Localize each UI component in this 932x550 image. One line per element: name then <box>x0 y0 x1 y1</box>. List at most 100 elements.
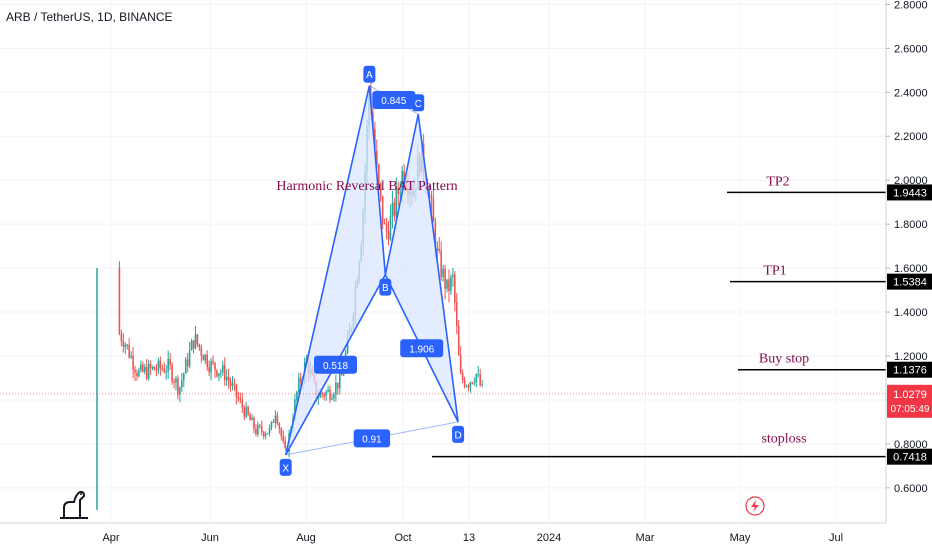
candle-body <box>475 374 478 383</box>
price-tick-label: 1.4000 <box>894 307 928 319</box>
candle-body <box>190 340 193 351</box>
candle-body <box>389 215 392 240</box>
pattern-point-label: B <box>382 283 389 294</box>
level-name: stoploss <box>761 432 806 447</box>
grid-lines <box>0 0 886 523</box>
candle-body <box>284 441 286 448</box>
candle-body <box>299 377 302 382</box>
candle-body <box>255 428 257 435</box>
pattern-point-label: C <box>415 99 422 110</box>
candle-body <box>432 199 435 223</box>
price-tick-label: 2.8000 <box>894 0 928 11</box>
time-tick-label: Aug <box>296 532 316 544</box>
current-price-label: 1.0279 <box>893 389 927 401</box>
candle-body <box>202 355 205 361</box>
candle-body <box>399 192 402 194</box>
price-tick-label: 2.2000 <box>894 131 928 143</box>
candle-body <box>387 231 390 240</box>
pattern-point-label: X <box>282 463 289 474</box>
level-price-tag <box>887 184 932 201</box>
price-labels: 1.9443 1.5384 1.1376 0.7418 1.0279 07:05:49 <box>887 184 932 465</box>
candle-body <box>184 359 187 374</box>
candle-body <box>257 425 259 435</box>
ratio-label: 0.845 <box>381 96 406 107</box>
candle-body <box>145 367 148 379</box>
candle-body <box>245 406 247 417</box>
candle-body <box>325 391 327 397</box>
candle-body <box>227 377 230 382</box>
price-tick-label: 0.6000 <box>894 483 928 495</box>
level-price-tag <box>887 273 932 290</box>
candle-body <box>469 382 472 388</box>
candle-body <box>329 389 331 400</box>
candle-body <box>467 385 470 388</box>
candle-body <box>192 340 195 349</box>
price-axis[interactable]: 0.60000.80001.00001.20001.40001.60001.80… <box>885 0 928 523</box>
ratio-badge <box>353 429 391 448</box>
candle-body <box>220 372 222 374</box>
candle-body <box>438 248 441 251</box>
level-price-label: 0.7418 <box>893 452 927 464</box>
pattern-point-badge <box>379 278 392 296</box>
time-tick-label: 2024 <box>537 532 561 544</box>
symbol-title: ARB / TetherUS, 1D, BINANCE <box>6 10 173 24</box>
candle-body <box>282 436 285 442</box>
candle-body <box>126 344 129 346</box>
level-price-tag <box>887 361 932 378</box>
candle-body <box>239 398 242 400</box>
candle-body <box>401 171 403 193</box>
candle-body <box>434 222 437 251</box>
candle-body <box>153 366 156 370</box>
candle-body <box>223 365 226 381</box>
candle-body <box>280 428 283 437</box>
candle-body <box>171 364 173 382</box>
candle-body <box>161 368 164 370</box>
candle-body <box>194 334 197 349</box>
candle-body <box>175 378 177 383</box>
candle-body <box>235 384 238 397</box>
candle-body <box>338 371 341 389</box>
candle-body <box>237 396 240 399</box>
candle-body <box>454 274 456 303</box>
candle-body <box>442 268 444 278</box>
candle-body <box>221 365 224 373</box>
candle-body <box>155 369 158 371</box>
time-axis[interactable]: Apr Jun Aug Oct 13 2024 Mar May Jul <box>0 522 886 544</box>
candle-body <box>122 341 125 347</box>
candle-body <box>136 372 138 377</box>
candle-body <box>142 364 144 372</box>
level-name: TP1 <box>763 264 786 279</box>
candle-body <box>321 392 324 395</box>
candle-body <box>225 377 228 381</box>
candle-body <box>274 415 277 423</box>
price-tick-label: 0.8000 <box>894 439 928 451</box>
ratio-label: 1.906 <box>409 344 434 355</box>
candle-body <box>448 279 450 291</box>
candle-body <box>270 421 273 428</box>
candle-body <box>391 202 394 216</box>
candle-body <box>440 250 442 278</box>
price-tick-label: 1.6000 <box>894 263 928 275</box>
candle-body <box>276 415 279 424</box>
candle-body <box>167 358 169 372</box>
pattern-point-label: D <box>454 430 461 441</box>
candle-body <box>177 378 179 395</box>
candle-body <box>229 381 232 386</box>
candle-body <box>259 425 261 427</box>
price-levels <box>0 191 886 458</box>
candle-body <box>130 355 132 358</box>
candle-body <box>337 382 339 389</box>
chart-annotations: Harmonic Reversal BAT Pattern TP2 TP1 Buy s… <box>276 174 809 516</box>
pattern-point-badge <box>363 65 376 83</box>
candle-body <box>186 359 189 367</box>
candle-body <box>208 367 210 373</box>
candle-body <box>181 380 183 388</box>
ratio-badge <box>400 339 444 358</box>
candle-body <box>465 385 468 387</box>
ratio-badge <box>314 355 358 374</box>
ratio-badge <box>372 90 416 109</box>
candle-body <box>383 222 386 225</box>
candle-body <box>393 202 396 217</box>
candle-body <box>253 417 255 429</box>
